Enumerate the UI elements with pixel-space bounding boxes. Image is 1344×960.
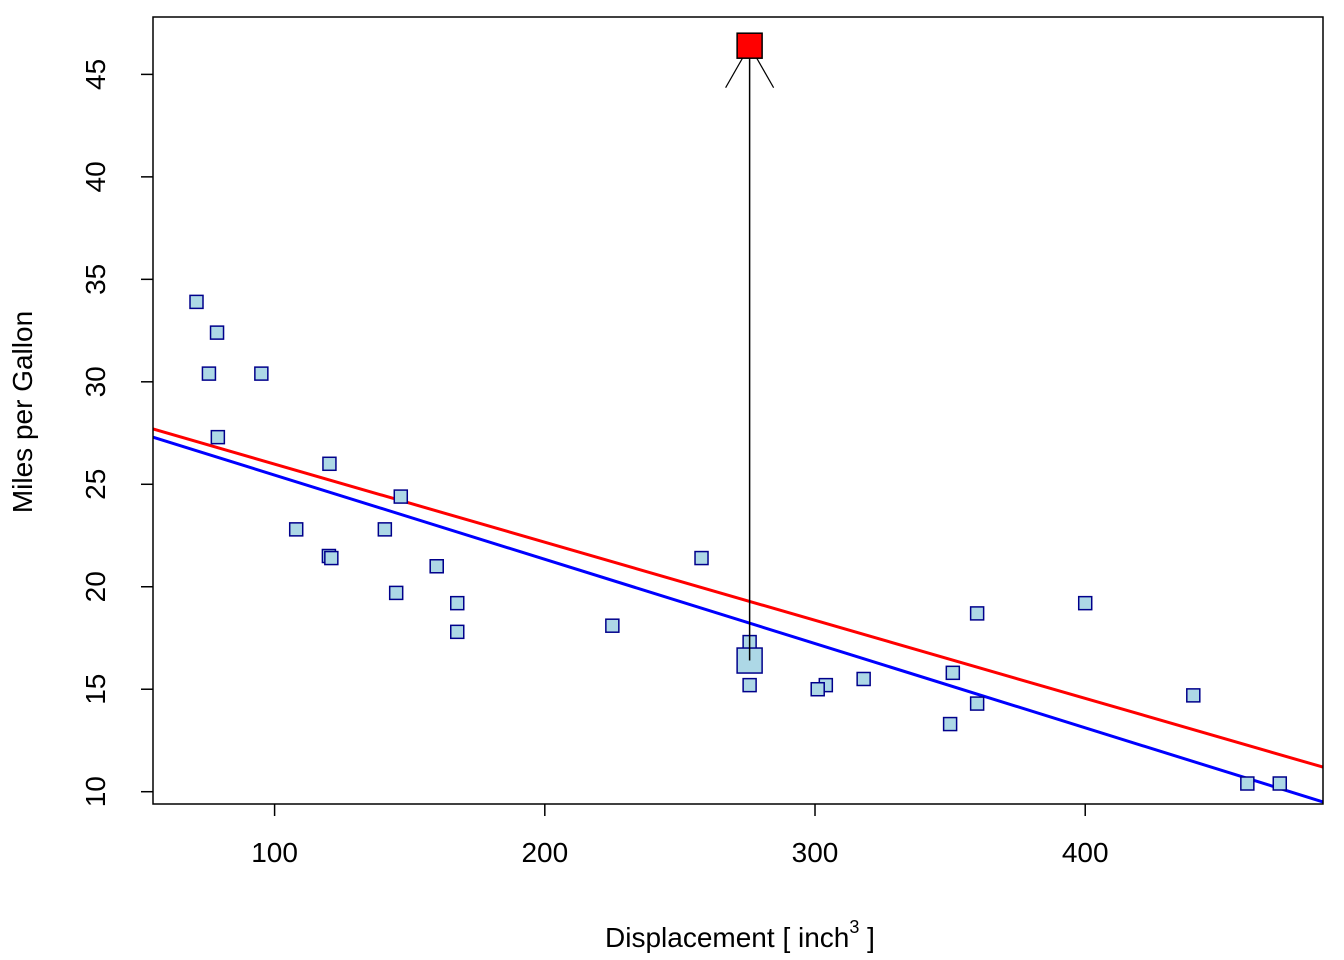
data-point bbox=[388, 585, 404, 601]
y-tick-label: 10 bbox=[80, 776, 111, 807]
moved-point-arrow bbox=[725, 32, 775, 661]
x-axis-title-tail: ] bbox=[859, 922, 875, 953]
x-tick-label: 100 bbox=[251, 837, 298, 868]
data-point bbox=[1272, 776, 1288, 791]
data-point bbox=[810, 681, 825, 697]
plot-frame bbox=[152, 16, 1324, 805]
data-point bbox=[254, 366, 269, 381]
data-point bbox=[210, 429, 226, 445]
y-tick-label: 30 bbox=[80, 366, 111, 397]
data-point bbox=[429, 559, 444, 574]
data-point bbox=[856, 671, 871, 687]
data-point bbox=[742, 677, 757, 693]
data-point bbox=[1240, 776, 1255, 791]
y-tick-label: 25 bbox=[80, 469, 111, 500]
moved-point-marker bbox=[736, 32, 763, 59]
data-point bbox=[393, 489, 409, 504]
x-axis-title-superscript: 3 bbox=[849, 917, 859, 937]
data-point bbox=[189, 294, 204, 310]
axes: 100 200 300 400 10 15 20 25 30 35 40 45 bbox=[80, 16, 1324, 868]
data-point bbox=[942, 716, 958, 732]
y-tick-label: 40 bbox=[80, 161, 111, 192]
data-point bbox=[694, 550, 709, 566]
x-tick-label: 200 bbox=[521, 837, 568, 868]
y-axis-title: Miles per Gallon bbox=[7, 311, 38, 513]
data-point bbox=[377, 522, 393, 537]
regression-lines bbox=[153, 427, 1323, 804]
red-regression-line bbox=[153, 427, 1323, 769]
x-axis-title: Displacement [ inch3 ] bbox=[605, 917, 875, 953]
data-point bbox=[605, 618, 620, 633]
y-tick-label: 45 bbox=[80, 59, 111, 90]
data-point bbox=[1186, 688, 1201, 703]
data-point bbox=[209, 325, 225, 340]
y-tick-label: 20 bbox=[80, 571, 111, 602]
x-axis-title-text: Displacement [ inch bbox=[605, 922, 849, 953]
data-point bbox=[288, 522, 304, 537]
y-tick-label: 15 bbox=[80, 674, 111, 705]
data-point bbox=[324, 550, 339, 566]
y-tick-label: 35 bbox=[80, 264, 111, 295]
data-point bbox=[322, 456, 337, 472]
data-point bbox=[945, 665, 961, 681]
data-point bbox=[450, 595, 465, 611]
data-point bbox=[969, 696, 985, 711]
data-point bbox=[1077, 595, 1093, 611]
data-point bbox=[969, 606, 985, 621]
x-tick-label: 400 bbox=[1062, 837, 1109, 868]
x-tick-label: 300 bbox=[792, 837, 839, 868]
data-point bbox=[450, 624, 465, 640]
data-point bbox=[201, 366, 217, 381]
data-points bbox=[189, 294, 1288, 791]
blue-regression-line bbox=[153, 435, 1323, 804]
